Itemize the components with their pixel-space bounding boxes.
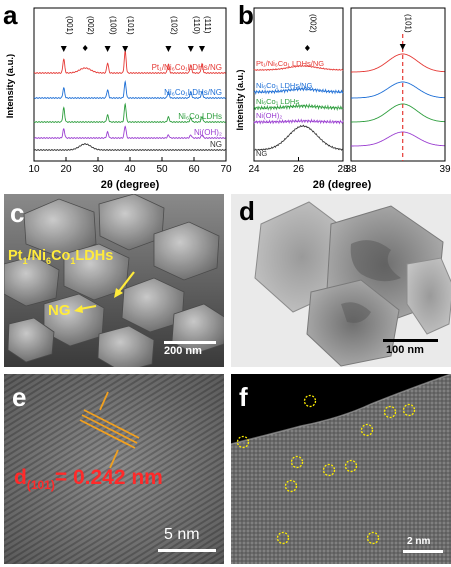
trace-label-b-3: Ni(OH)₂ [256, 111, 282, 120]
panel-label-e: e [12, 382, 27, 412]
scale-bar-f [403, 550, 443, 553]
panel-label-a: a [3, 0, 18, 30]
d-spacing-value: = 0.242 nm [54, 466, 163, 489]
xrd-chart-b: Pt₁/Ni₆Co₁ LDHs/NG Ni₆Co₁ LDHs/NG Ni₆Co₁ L… [235, 7, 451, 191]
trace-b-left-1 [253, 86, 344, 95]
x-tick-b-left-0: 24 [248, 164, 260, 175]
trace-b-right-2 [351, 103, 445, 123]
annotation-ng: NG [48, 302, 71, 319]
hrtem-micrograph [4, 374, 224, 564]
x-tick-a-3: 40 [124, 164, 136, 175]
panel-label-f: f [239, 382, 248, 412]
single-atom-marker [360, 423, 374, 437]
trace-b-left-0 [253, 64, 344, 71]
single-atom-marker [344, 459, 358, 473]
single-atom-marker [284, 479, 298, 493]
x-tick-a-2: 30 [92, 164, 104, 175]
d-spacing-plane: (101) [26, 478, 55, 493]
peak-label-b-left: (002) [308, 14, 317, 33]
scale-bar-c [164, 341, 216, 344]
trace-label-a-3: Ni(OH)₂ [194, 128, 222, 137]
trace-b-left-2 [253, 103, 344, 112]
haadf-micrograph [231, 374, 451, 564]
trace-a-0 [33, 50, 226, 74]
trace-b-right-0 [351, 53, 445, 73]
x-axis-label-b: 2θ (degree) [313, 179, 372, 191]
d-spacing-annotation: d(101)= 0.242 nm [14, 466, 163, 492]
d-spacing-symbol: d [14, 466, 27, 489]
x-tick-a-5: 60 [188, 164, 200, 175]
sem-micrograph [4, 194, 224, 367]
scale-label-c: 200 nm [164, 345, 202, 357]
x-tick-a-1: 20 [60, 164, 72, 175]
trace-a-2 [33, 102, 227, 123]
single-atom-marker [383, 405, 397, 419]
single-atom-marker [290, 455, 304, 469]
trace-label-b-2: Ni₆Co₁ LDHs [256, 97, 299, 106]
trace-label-a-1: Ni₆Co₁LDHs/NG [164, 88, 222, 97]
y-axis-label-b: Intensity (a.u.) [235, 69, 245, 130]
peak-label-a-0: (001) [65, 16, 74, 35]
x-tick-a-0: 10 [28, 164, 40, 175]
peak-label-a-1: (002) [86, 16, 95, 35]
x-tick-a-4: 50 [156, 164, 168, 175]
scale-bar-e [158, 549, 216, 552]
peak-label-a-6: (111) [203, 16, 212, 34]
x-tick-b-right-0: 38 [345, 164, 357, 175]
annotation-pt-ldhs: Pt1/Ni6Co1LDHs [8, 248, 114, 266]
trace-b-left-4 [253, 124, 344, 152]
trace-a-1 [33, 80, 226, 99]
x-axis-label-a: 2θ (degree) [101, 179, 160, 191]
scale-label-d: 100 nm [386, 344, 424, 356]
panel-c-sem-image: c Pt1/Ni6Co1LDHs NG 200 nm [4, 194, 224, 367]
trace-label-a-0: Pt₁/Ni₆Co₁LDHs/NG [152, 63, 222, 72]
trace-b-right-3 [351, 131, 445, 147]
trace-label-a-4: NG [210, 140, 222, 149]
trace-label-a-2: Ni₆Co₁LDHs [178, 112, 222, 121]
trace-b-right-1 [351, 81, 445, 99]
panel-a: Pt₁/Ni₆Co₁LDHs/NG Ni₆Co₁LDHs/NG Ni₆Co₁LDHs… [0, 0, 232, 195]
trace-label-b-0: Pt₁/Ni₆Co₁ LDHs/NG [256, 59, 324, 68]
scale-label-f: 2 nm [407, 536, 431, 547]
trace-b-left-3 [253, 118, 344, 125]
panel-label-c: c [10, 198, 25, 228]
peak-label-a-3: (101) [126, 16, 135, 35]
peak-label-a-2: (100) [109, 16, 118, 35]
peak-label-a-4: (102) [169, 16, 178, 35]
xrd-chart-a: Pt₁/Ni₆Co₁LDHs/NG Ni₆Co₁LDHs/NG Ni₆Co₁LDHs… [5, 7, 232, 191]
single-atom-marker [303, 394, 317, 408]
scale-bar-d [383, 339, 438, 342]
panel-b: Pt₁/Ni₆Co₁ LDHs/NG Ni₆Co₁ LDHs/NG Ni₆Co₁ L… [234, 0, 451, 195]
trace-label-b-1: Ni₆Co₁ LDHs/NG [256, 81, 313, 90]
x-tick-b-left-1: 26 [293, 164, 305, 175]
peak-label-b-right: (101) [404, 14, 413, 33]
plot-frame-b-right [350, 7, 446, 162]
x-tick-b-left-2: 28 [337, 164, 349, 175]
tem-micrograph [231, 194, 451, 367]
trace-a-3 [33, 125, 226, 139]
single-atom-marker [366, 531, 380, 545]
panel-label-d: d [239, 196, 255, 226]
single-atom-marker [322, 463, 336, 477]
scale-label-e: 5 nm [164, 526, 200, 543]
panel-label-b: b [238, 0, 254, 30]
panel-e-hrtem-image: e d(101)= 0.242 nm 5 nm [4, 374, 224, 564]
single-atom-marker [402, 403, 416, 417]
x-tick-b-right-1: 39 [439, 164, 451, 175]
trace-a-4 [33, 143, 226, 151]
x-tick-a-6: 70 [220, 164, 232, 175]
trace-label-b-4: NG [256, 149, 267, 158]
single-atom-marker [276, 531, 290, 545]
panel-d-tem-image: d 100 nm [231, 194, 451, 367]
single-atom-marker [236, 435, 250, 449]
peak-label-a-5: (110) [192, 16, 201, 34]
y-axis-label-a: Intensity (a.u.) [5, 54, 16, 118]
panel-f-haadf-image: f 2 nm [231, 374, 451, 564]
